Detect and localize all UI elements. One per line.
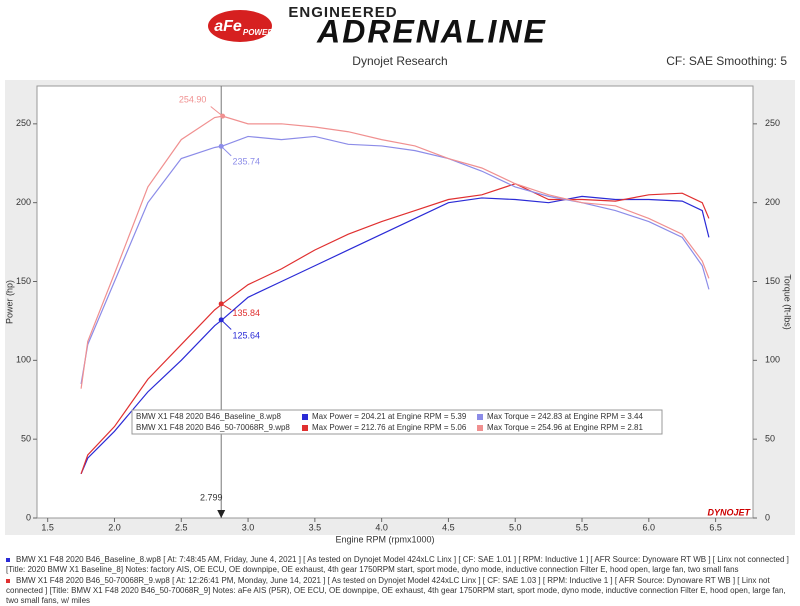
y-tick-label: 250 bbox=[16, 118, 31, 128]
y2-tick-label: 250 bbox=[765, 118, 780, 128]
x-tick-label: 6.0 bbox=[643, 522, 656, 532]
annotation-label: 135.84 bbox=[232, 308, 260, 318]
y2-axis-label: Torque (ft-lbs) bbox=[783, 274, 793, 330]
y-tick-label: 0 bbox=[26, 512, 31, 522]
legend-torque: Max Torque = 242.83 at Engine RPM = 3.44 bbox=[487, 412, 644, 421]
x-tick-label: 2.0 bbox=[108, 522, 121, 532]
x-tick-label: 2.5 bbox=[175, 522, 188, 532]
y2-tick-label: 200 bbox=[765, 197, 780, 207]
annotation-point bbox=[218, 143, 224, 149]
x-tick-label: 4.0 bbox=[375, 522, 388, 532]
legend-torque: Max Torque = 254.96 at Engine RPM = 2.81 bbox=[487, 423, 644, 432]
chart: aFe POWER ENGINEERED ADRENALINE Dynojet … bbox=[4, 4, 795, 544]
y2-tick-label: 50 bbox=[765, 434, 775, 444]
annotation-label: 125.64 bbox=[232, 330, 260, 340]
x-tick-label: 5.0 bbox=[509, 522, 522, 532]
y2-tick-label: 0 bbox=[765, 512, 770, 522]
annotation-point bbox=[218, 317, 224, 323]
series-line bbox=[80, 183, 710, 475]
annotation-leader bbox=[210, 106, 223, 117]
cursor-marker bbox=[217, 510, 226, 518]
annotation-label: 254.90 bbox=[179, 94, 207, 104]
y-tick-label: 150 bbox=[16, 276, 31, 286]
y-tick-label: 200 bbox=[16, 197, 31, 207]
annotation-label: 235.74 bbox=[232, 157, 260, 167]
plot-area bbox=[36, 85, 754, 519]
annotation-point bbox=[220, 113, 226, 119]
legend-power: Max Power = 204.21 at Engine RPM = 5.39 bbox=[312, 412, 467, 421]
y-tick-label: 100 bbox=[16, 355, 31, 365]
legend-swatch bbox=[302, 425, 308, 431]
legend-box bbox=[131, 409, 663, 435]
tagline: ENGINEERED bbox=[288, 4, 397, 21]
x-tick-label: 3.0 bbox=[242, 522, 255, 532]
note-text: BMW X1 F48 2020 B46_50-70068R_9.wp8 [ At… bbox=[6, 576, 786, 605]
watermark: DYNOJET bbox=[707, 507, 751, 517]
legend-swatch bbox=[477, 414, 483, 420]
subtitle: Dynojet Research bbox=[352, 54, 447, 68]
x-tick-label: 5.5 bbox=[576, 522, 589, 532]
x-tick-label: 6.5 bbox=[709, 522, 722, 532]
logo-badge bbox=[208, 10, 272, 42]
annotation-point bbox=[218, 301, 224, 307]
note-text: BMW X1 F48 2020 B46_Baseline_8.wp8 [ At:… bbox=[6, 555, 789, 574]
brand: ADRENALINE bbox=[316, 13, 547, 49]
note: BMW X1 F48 2020 B46_Baseline_8.wp8 [ At:… bbox=[6, 555, 792, 575]
y2-tick-label: 150 bbox=[765, 276, 780, 286]
x-tick-label: 1.5 bbox=[41, 522, 54, 532]
y-axis-label: Power (hp) bbox=[4, 280, 14, 324]
x-axis-label: Engine RPM (rpmx1000) bbox=[335, 534, 434, 544]
legend-swatch bbox=[302, 414, 308, 420]
y-tick-label: 50 bbox=[21, 434, 31, 444]
logo-sub: POWER bbox=[243, 28, 273, 37]
legend-swatch bbox=[477, 425, 483, 431]
series-line bbox=[80, 135, 710, 385]
cursor-label: 2.799 bbox=[200, 492, 223, 502]
legend-file: BMW X1 F48 2020 B46_50-70068R_9.wp8 bbox=[136, 423, 290, 432]
x-tick-label: 4.5 bbox=[442, 522, 455, 532]
note: BMW X1 F48 2020 B46_50-70068R_9.wp8 [ At… bbox=[6, 576, 792, 606]
logo: aFe bbox=[214, 18, 242, 35]
settings: CF: SAE Smoothing: 5 bbox=[666, 54, 787, 68]
legend-power: Max Power = 212.76 at Engine RPM = 5.06 bbox=[312, 423, 467, 432]
series-line bbox=[80, 115, 710, 389]
y2-tick-label: 100 bbox=[765, 355, 780, 365]
x-tick-label: 3.5 bbox=[309, 522, 322, 532]
legend-file: BMW X1 F48 2020 B46_Baseline_8.wp8 bbox=[136, 412, 282, 421]
